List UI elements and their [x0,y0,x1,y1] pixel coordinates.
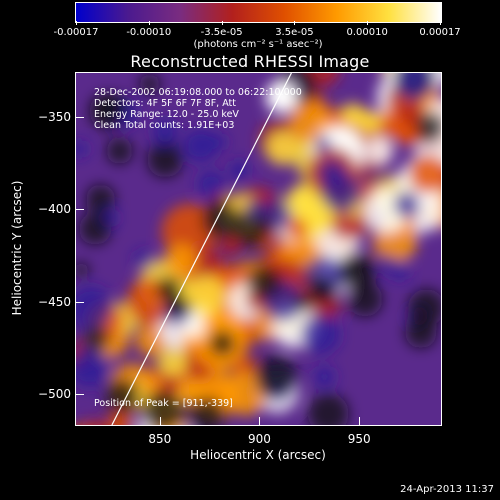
colorbar-tick-label: -0.00017 [53,27,99,38]
colorbar-tick-label: -3.5e-05 [200,27,243,38]
colorbar-tick [367,21,369,25]
image-plot-area [75,72,442,426]
footer-timestamp: 24-Apr-2013 11:37 [400,484,494,495]
limb-line [111,73,292,425]
y-axis-label: Heliocentric Y (arcsec) [10,180,24,316]
info-time-range: 28-Dec-2002 06:19:08.000 to 06:22:10.000 [94,87,302,98]
colorbar [75,2,442,23]
heatmap-image [76,73,441,425]
x-tick [359,417,361,425]
y-tick [76,117,84,119]
chart-title: Reconstructed RHESSI Image [130,52,370,71]
info-energy-range: Energy Range: 12.0 - 25.0 keV [94,109,239,120]
x-tick [159,417,161,425]
colorbar-tick [221,21,223,25]
colorbar-tick [76,21,77,25]
y-tick [76,393,84,395]
info-total-counts: Clean Total counts: 1.91E+03 [94,120,235,131]
x-tick [259,417,261,425]
colorbar-tick-label: 3.5e-05 [275,27,314,38]
info-peak-position: Position of Peak = [911,-339] [94,398,233,409]
y-tick [76,209,84,211]
x-tick-label: 850 [148,432,172,446]
info-detectors: Detectors: 4F 5F 6F 7F 8F, Att [94,98,237,109]
y-tick-label: −500 [38,386,71,401]
peak-source [265,80,298,113]
colorbar-tick [440,21,441,25]
colorbar-units: (photons cm⁻² s⁻¹ asec⁻²) [193,39,323,50]
colorbar-tick [148,21,150,25]
colorbar-tick-label: 0.00017 [419,27,461,38]
y-tick-label: −450 [38,294,71,309]
y-tick-label: −400 [38,202,71,217]
heatmap-blobs [76,73,441,425]
x-tick-label: 950 [347,432,371,446]
colorbar-tick-label: 0.00010 [346,27,388,38]
y-tick [76,301,84,303]
x-tick-label: 900 [248,432,271,446]
y-tick-label: −350 [38,110,71,125]
colorbar-tick [294,21,296,25]
colorbar-tick-label: -0.00010 [126,27,172,38]
x-axis-label: Heliocentric X (arcsec) [190,448,326,462]
